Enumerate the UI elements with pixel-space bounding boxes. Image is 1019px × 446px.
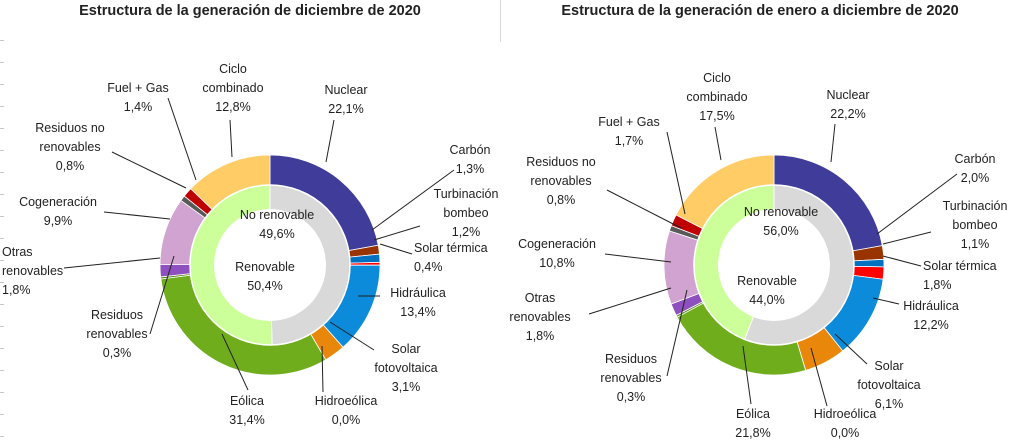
data-label-fuel-gas: Fuel + Gas 1,7% <box>598 115 660 148</box>
leader-line-cogeneracion <box>604 253 672 263</box>
data-label-residuos-renovables: Residuos renovables 0,3% <box>600 352 661 404</box>
data-label-residuos-no-renovables: Residuos no renovables 0,8% <box>526 155 596 207</box>
data-label-cogeneracion: Cogeneración 9,9% <box>19 195 97 228</box>
leader-line-residuos-no-renovables <box>606 189 682 229</box>
data-label-fuel-gas: Fuel + Gas 1,4% <box>107 81 169 114</box>
leader-line-nuclear <box>830 123 836 163</box>
panel-divider <box>500 0 501 42</box>
leader-line-solar-fotovoltaica <box>834 333 868 365</box>
data-label-turbinacion-bombeo: Turbinación bombeo 1,2% <box>434 187 499 239</box>
axis-tick-marks <box>0 40 6 440</box>
data-label-carbon: Carbón 2,0% <box>955 152 996 185</box>
leader-line-eolica <box>742 345 752 405</box>
donut-hole <box>214 209 326 321</box>
inner-label-no-renovable: No renovable 56,0% <box>744 205 818 238</box>
data-label-nuclear: Nuclear 22,1% <box>324 83 367 116</box>
leader-line-carbon <box>371 169 455 231</box>
data-label-residuos-no-renovables: Residuos no renovables 0,8% <box>35 121 105 173</box>
leader-line-fuel-gas <box>167 97 197 181</box>
leader-line-residuos-renovables <box>666 289 688 377</box>
data-label-hidraulica: Hidráulica 13,4% <box>390 286 446 319</box>
chart-title: Estructura de la generación de diciembre… <box>79 3 421 19</box>
leader-line-residuos-no-renovables <box>111 151 187 189</box>
leader-line-turbinacion-bombeo <box>373 225 421 241</box>
data-label-eolica: Eólica 21,8% <box>735 407 770 440</box>
leader-line-carbon <box>876 173 958 235</box>
chart-title: Estructura de la generación de enero a d… <box>561 3 959 19</box>
data-label-hidraulica: Hidráulica 12,2% <box>903 299 959 332</box>
data-label-solar-fotovoltaica: Solar fotovoltaica 3,1% <box>374 342 437 394</box>
leader-line-hidraulica <box>872 297 900 305</box>
data-label-turbinacion-bombeo: Turbinación bombeo 1,1% <box>943 199 1008 251</box>
data-label-cogeneracion: Cogeneración 10,8% <box>518 237 596 270</box>
leader-line-solar-fotovoltaica <box>329 321 375 351</box>
outer-slice-turbinacion-bombeo <box>853 258 885 268</box>
leader-line-nuclear <box>325 119 335 163</box>
outer-ring <box>159 154 381 376</box>
leader-line-ciclo-combinado <box>714 126 722 161</box>
outer-ring <box>663 154 885 376</box>
data-label-hidroeolica: Hidroeólica 0,0% <box>315 394 378 427</box>
ring-separator <box>693 184 855 346</box>
inner-label-no-renovable: No renovable 49,6% <box>240 208 314 241</box>
leader-line-solar-termica <box>379 243 413 255</box>
leader-line-turbinacion-bombeo <box>882 231 932 245</box>
donut-hole <box>718 209 830 321</box>
data-label-otras-renovables: Otras renovables 1,8% <box>509 291 570 343</box>
data-label-otras-renovables: Otras renovables 1,8% <box>2 245 63 297</box>
inner-label-renovable: Renovable 44,0% <box>737 274 797 307</box>
data-label-solar-termica: Solar térmica 0,4% <box>414 241 488 274</box>
data-label-residuos-renovables: Residuos renovables 0,3% <box>86 308 147 360</box>
inner-label-renovable: Renovable 50,4% <box>235 260 295 293</box>
leader-line-ciclo-combinado <box>229 119 233 158</box>
data-label-hidroeolica: Hidroeólica 0,0% <box>814 407 877 440</box>
leader-line-solar-termica <box>882 255 922 267</box>
data-label-ciclo-combinado: Ciclo combinado 17,5% <box>686 71 747 123</box>
data-label-solar-fotovoltaica: Solar fotovoltaica 6,1% <box>857 359 920 411</box>
chart-panel-annual: Estructura de la generación de enero a d… <box>501 0 1019 446</box>
data-label-carbon: Carbón 1,3% <box>450 143 491 176</box>
leader-line-hidroeolica <box>810 347 828 407</box>
ring-separator <box>189 184 351 346</box>
chart-panel-december: Estructura de la generación de diciembre… <box>0 0 500 446</box>
leader-line-cogeneracion <box>103 211 171 220</box>
leader-line-eolica <box>221 333 249 391</box>
leader-line-otras-renovables <box>588 287 672 315</box>
data-label-solar-termica: Solar térmica 1,8% <box>923 259 997 292</box>
data-label-nuclear: Nuclear 22,2% <box>826 88 869 121</box>
data-label-eolica: Eólica 31,4% <box>229 394 264 427</box>
leader-line-hidroeolica <box>321 345 324 393</box>
leader-line-fuel-gas <box>666 131 686 215</box>
leader-line-otras-renovables <box>63 257 161 269</box>
donut-chart-annual: No renovable 56,0% Renovable 44,0% Nuclear 22… <box>509 71 1008 440</box>
donut-chart-december: No renovable 49,6% Renovable 50,4% Nuclear 22… <box>2 62 499 427</box>
data-label-ciclo-combinado: Ciclo combinado 12,8% <box>202 62 263 114</box>
leader-line-residuos-renovables <box>149 255 175 335</box>
